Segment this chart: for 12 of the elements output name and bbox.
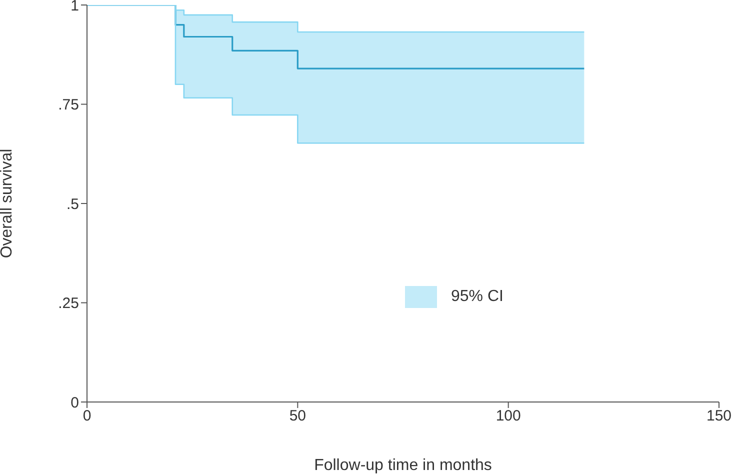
x-tick-label: 150 [706,408,732,425]
y-axis-title: Overall survival [0,148,16,258]
x-axis-title: Follow-up time in months [314,457,492,474]
y-tick-label: .75 [58,96,79,114]
y-tick-label: 1 [70,0,79,14]
x-tick-label: 50 [289,408,306,425]
x-tick-label: 100 [496,408,521,425]
y-tick-label: .25 [58,295,79,312]
y-tick-label: 0 [70,394,79,412]
x-tick-label: 0 [82,408,92,425]
y-tick-label: .5 [66,196,79,213]
annotation: 95% CI [451,288,504,306]
